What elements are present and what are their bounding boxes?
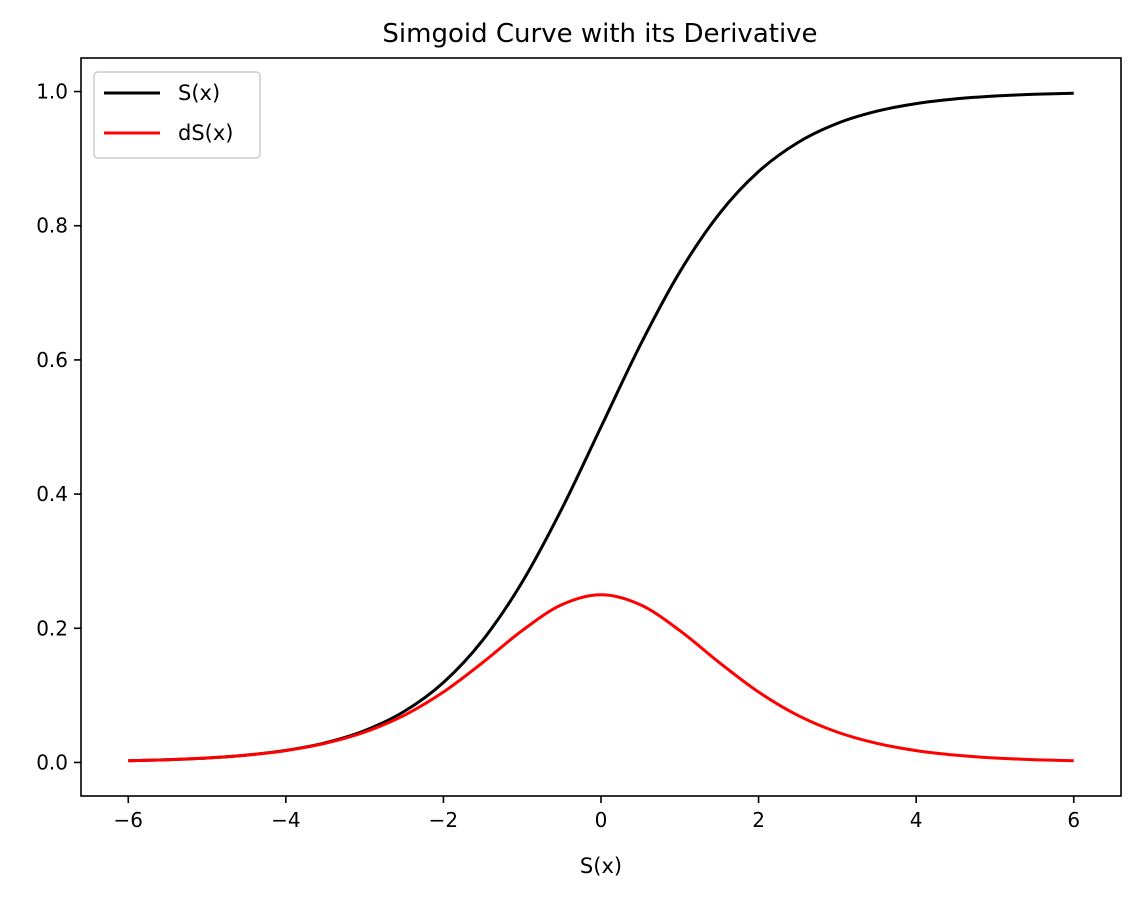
series-line-s	[128, 91, 1074, 763]
x-tick-label: 6	[1067, 808, 1080, 832]
series-line-ds	[128, 593, 1074, 763]
x-tick-label: 0	[595, 808, 608, 832]
y-axis-ticks: 0.0 0.2 0.4 0.6 0.8 1.0	[36, 80, 81, 774]
y-tick-label: 0.8	[36, 214, 68, 238]
x-tick-label: −6	[114, 808, 143, 832]
legend-label-s: S(x)	[178, 81, 220, 105]
x-tick-label: −2	[429, 808, 458, 832]
x-axis-label: S(x)	[580, 854, 622, 878]
x-tick-label: −4	[271, 808, 300, 832]
x-tick-label: 2	[752, 808, 765, 832]
chart-title: Simgoid Curve with its Derivative	[382, 19, 817, 49]
y-tick-label: 1.0	[36, 80, 68, 104]
y-tick-label: 0.0	[36, 750, 68, 774]
legend-box	[93, 71, 261, 159]
y-tick-label: 0.4	[36, 482, 68, 506]
series-layer	[128, 91, 1074, 763]
legend: S(x) dS(x)	[93, 71, 261, 159]
y-tick-label: 0.2	[36, 616, 68, 640]
x-tick-label: 4	[910, 808, 923, 832]
x-axis-ticks: −6 −4 −2 0 2 4 6	[114, 796, 1080, 832]
legend-label-ds: dS(x)	[178, 121, 233, 145]
y-tick-label: 0.6	[36, 348, 68, 372]
